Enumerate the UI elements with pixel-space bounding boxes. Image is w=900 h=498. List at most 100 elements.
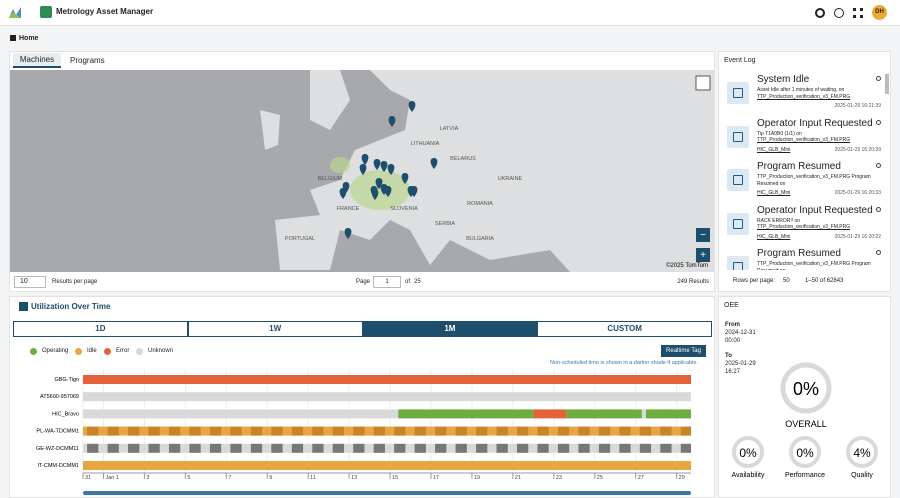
event-item[interactable]: System Idle Asset Idle after 1 minutes of… (725, 74, 883, 118)
home-icon[interactable] (10, 35, 16, 41)
non-scheduled-shade (332, 443, 345, 453)
event-text: Asset Idle after 1 minutes of waiting, o… (757, 87, 845, 93)
non-scheduled-shade (87, 426, 99, 436)
metric-value: 4% (853, 446, 871, 460)
range-tab[interactable]: 1W (187, 321, 363, 337)
map-pin[interactable] (388, 116, 396, 127)
non-scheduled-shade (148, 443, 160, 453)
map-pin[interactable] (384, 186, 392, 197)
event-time: 2025-01-29 16:20:33 (834, 190, 881, 196)
non-scheduled-shade (516, 426, 529, 436)
map-pin[interactable] (359, 164, 367, 175)
bell-icon[interactable] (876, 119, 881, 125)
x-tick-label: 29 (679, 475, 685, 481)
event-description: Tip T1A0B0 (1/1) on TTP_Production_verif… (757, 131, 875, 144)
scrollbar[interactable] (83, 491, 691, 495)
tab[interactable]: Programs (70, 56, 105, 65)
x-tick-label: 25 (597, 475, 603, 481)
non-scheduled-shade (578, 443, 590, 453)
map-pin[interactable] (339, 188, 347, 199)
page-size-select[interactable]: 10 (14, 276, 46, 288)
event-description: RACK ERROR!! on TTP_Production_verificat… (757, 218, 875, 231)
bell-icon[interactable] (876, 163, 881, 168)
overall-label: OVERALL (785, 419, 827, 429)
legend-swatch (75, 348, 82, 355)
map-pin[interactable] (430, 158, 438, 169)
map-pin[interactable] (373, 159, 381, 170)
bell-icon[interactable] (876, 76, 881, 81)
non-scheduled-shade (353, 443, 365, 453)
event-title: Operator Input Requested (757, 117, 873, 129)
timeline-segment (83, 409, 399, 419)
range-tab[interactable]: CUSTOM (537, 321, 712, 337)
map-pin[interactable] (401, 173, 409, 184)
map-pin[interactable] (380, 161, 388, 172)
timeline-chart: 31 Jan 1 3 5 7 9 11 13 15 17 19 21 23 25 27 29 GBG-Tigo A… (36, 369, 691, 495)
panel-title[interactable]: Utilization Over Time (31, 302, 111, 311)
event-text: TTP_Production_verification_v3_FM.PRG Pr… (757, 261, 871, 270)
settings-icon[interactable] (815, 8, 825, 18)
map-pin[interactable] (344, 228, 352, 239)
realtime-tag-button[interactable]: Realtime Tag (661, 345, 706, 357)
bell-icon[interactable] (876, 250, 881, 255)
map-label: UKRAINE (498, 176, 523, 182)
machine-link[interactable]: HIC_GLB_Mini (757, 190, 791, 196)
event-item[interactable]: Program Resumed TTP_Production_verificati… (725, 161, 883, 205)
map-pin[interactable] (410, 186, 418, 197)
row-label: HIC_Bravo (52, 411, 79, 417)
top-bar: Metrology Asset Manager DH (0, 0, 900, 26)
segment-bar (641, 409, 646, 419)
map: − + ©2025 TomTom LATVIA LITHUANIA BELARUS BE… (10, 70, 714, 272)
machine-link[interactable]: HIC_GLB_Mini (757, 233, 791, 240)
label: To (725, 353, 732, 359)
event-item[interactable]: Operator Input Requested Tip T1A0B0 (1/1)… (725, 118, 883, 162)
timeline-segment (398, 409, 534, 419)
x-tick-label: 7 (228, 475, 231, 481)
non-scheduled-shade (332, 426, 345, 436)
event-item[interactable]: Program Resumed TTP_Production_verificati… (725, 248, 883, 270)
scrollbar[interactable] (885, 74, 889, 94)
app-icon[interactable] (40, 6, 52, 18)
map-label: BELARUS (450, 156, 476, 162)
map-label: LITHUANIA (411, 141, 440, 147)
range-tab[interactable]: 1M (362, 321, 538, 337)
map-pin[interactable] (408, 101, 416, 112)
program-link[interactable]: TTP_Production_verification_v3_FM.PRG (757, 224, 851, 230)
label: Page (356, 279, 371, 285)
timeline-segment (83, 375, 691, 384)
event-item[interactable]: Operator Input Requested RACK ERROR!! on … (725, 205, 883, 249)
program-link[interactable]: TTP_Production_verification_v3_FM.PRG (757, 93, 851, 100)
bell-icon[interactable] (876, 206, 881, 212)
legend: Operating Idle Error Unknown (30, 348, 330, 356)
non-scheduled-shade (619, 443, 631, 453)
apps-icon[interactable] (853, 8, 863, 18)
map-pin[interactable] (387, 164, 395, 175)
machine-link[interactable]: HIC_GLB_Mini (757, 146, 791, 153)
non-scheduled-shade (148, 426, 160, 436)
breadcrumb[interactable]: Home (19, 35, 39, 42)
range-tabs: 1D 1W 1M CUSTOM (13, 321, 712, 337)
range-tab[interactable]: 1D (13, 321, 188, 337)
map-pin[interactable] (371, 189, 379, 200)
rows-per-page-select[interactable]: 50 (783, 278, 790, 284)
x-tick-label: 21 (515, 475, 521, 481)
icon-glyph (733, 262, 743, 270)
language-icon[interactable] (834, 8, 844, 18)
map-pin[interactable] (375, 178, 383, 189)
timeline-segment (83, 426, 691, 436)
non-scheduled-shade (598, 443, 611, 453)
timeline-segment (566, 409, 642, 419)
non-scheduled-shade (455, 426, 467, 436)
tab[interactable]: Machines (13, 53, 61, 68)
map-pin[interactable] (361, 154, 369, 165)
x-tick-label: 23 (556, 475, 562, 481)
x-tick-label: Jan 1 (105, 475, 118, 481)
program-link[interactable]: TTP_Production_verification_v3_FM.PRG (757, 137, 851, 143)
user-avatar[interactable]: DH (872, 5, 887, 20)
row-label: IT-CMM-DCMM1 (37, 463, 79, 469)
metric-value: 0% (796, 446, 814, 460)
page-input[interactable]: 1 (373, 276, 401, 288)
row-label: PL-WA-TDCMM1 (36, 429, 79, 435)
panel-title: OEE (724, 302, 739, 309)
